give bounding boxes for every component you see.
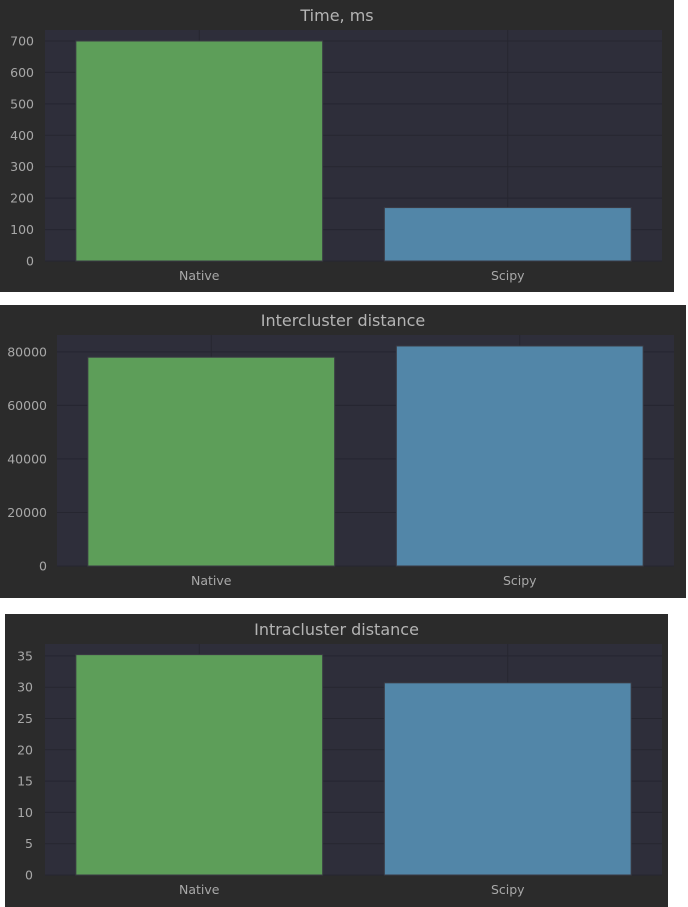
y-tick-label: 20000 (7, 505, 47, 520)
intercluster-chart: Intercluster distance 0 20000 40000 60000 80… (0, 305, 686, 598)
chart-title: Time, ms (300, 6, 374, 25)
bar-native (75, 654, 324, 876)
x-tick-label: Native (179, 268, 220, 283)
x-tick-label: Native (191, 573, 232, 588)
chart-title: Intercluster distance (260, 311, 426, 330)
y-tick-label: 30 (17, 680, 33, 695)
bar-scipy (383, 682, 632, 876)
y-tick-label: 40000 (7, 451, 47, 466)
chart-title: Intracluster distance (254, 620, 419, 639)
y-tick-label: 0 (25, 868, 33, 883)
intracluster-chart: Intracluster distance 0 5 10 15 20 25 30 35 Nati… (5, 614, 668, 907)
y-tick-label: 300 (10, 159, 34, 174)
y-tick-label: 0 (39, 559, 47, 574)
y-tick-label: 400 (10, 128, 34, 143)
y-tick-label: 20 (17, 742, 33, 757)
y-tick-label: 35 (17, 648, 33, 663)
y-tick-label: 25 (17, 711, 33, 726)
time-plot: 0 100 200 300 400 500 600 700 Native Scipy (10, 30, 662, 283)
bar-scipy (395, 345, 644, 567)
y-tick-label: 10 (17, 805, 33, 820)
y-tick-label: 60000 (7, 398, 47, 413)
x-tick-label: Scipy (491, 268, 525, 283)
y-tick-label: 500 (10, 96, 34, 111)
y-tick-label: 700 (10, 34, 34, 49)
y-tick-label: 200 (10, 191, 34, 206)
y-tick-label: 0 (26, 254, 34, 269)
x-tick-label: Scipy (503, 573, 537, 588)
y-tick-label: 80000 (7, 344, 47, 359)
x-tick-label: Native (179, 882, 220, 897)
x-tick-label: Scipy (491, 882, 525, 897)
y-tick-label: 5 (25, 836, 33, 851)
y-tick-label: 100 (10, 222, 34, 237)
intercluster-plot: 0 20000 40000 60000 80000 Native Scipy (7, 335, 674, 588)
bar-native (87, 356, 336, 567)
y-tick-label: 600 (10, 65, 34, 80)
y-tick-label: 15 (17, 774, 33, 789)
time-chart: Time, ms 0 100 200 300 400 500 600 700 Native Sci… (0, 0, 674, 292)
intracluster-plot: 0 5 10 15 20 25 30 35 Native Scipy (17, 644, 662, 897)
bar-native (75, 40, 324, 262)
bar-scipy (383, 207, 632, 262)
